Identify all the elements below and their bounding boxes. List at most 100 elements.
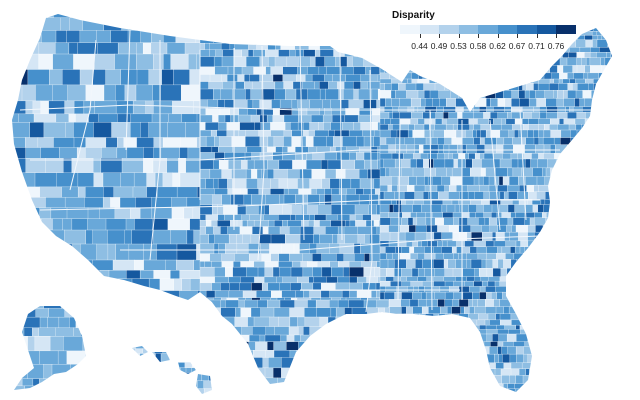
county-cell[interactable] [426, 72, 434, 80]
county-cell[interactable] [16, 42, 40, 55]
county-cell[interactable] [492, 231, 497, 242]
county-cell[interactable] [609, 19, 622, 27]
county-cell[interactable] [22, 172, 36, 188]
county-cell[interactable] [384, 65, 397, 74]
county-cell[interactable] [334, 33, 345, 44]
county-cell[interactable] [458, 90, 471, 99]
county-cell[interactable] [393, 362, 404, 370]
county-cell[interactable] [275, 33, 291, 44]
county-cell[interactable] [586, 333, 594, 342]
county-cell[interactable] [228, 290, 244, 299]
county-cell[interactable] [224, 214, 234, 221]
county-cell[interactable] [397, 324, 404, 330]
county-cell[interactable] [608, 324, 613, 330]
county-cell[interactable] [278, 49, 290, 57]
county-cell[interactable] [244, 299, 258, 309]
county-cell[interactable] [497, 341, 504, 347]
county-cell[interactable] [272, 367, 282, 379]
county-cell[interactable] [434, 291, 446, 300]
county-cell[interactable] [267, 282, 280, 291]
county-cell[interactable] [8, 53, 19, 70]
county-cell[interactable] [51, 364, 72, 380]
county-cell[interactable] [379, 324, 392, 330]
county-cell[interactable] [610, 90, 617, 99]
county-cell[interactable] [448, 333, 460, 342]
county-cell[interactable] [289, 33, 304, 44]
county-cell[interactable] [592, 39, 598, 48]
county-cell[interactable] [358, 194, 370, 206]
county-cell[interactable] [214, 290, 230, 299]
county-cell[interactable] [411, 324, 423, 330]
county-cell[interactable] [277, 16, 286, 23]
county-cell[interactable] [497, 65, 505, 74]
county-cell[interactable] [402, 362, 407, 370]
county-cell[interactable] [231, 377, 239, 388]
county-cell[interactable] [214, 397, 223, 400]
county-cell[interactable] [55, 327, 74, 337]
county-cell[interactable] [205, 136, 215, 148]
county-cell[interactable] [105, 137, 118, 148]
county-cell[interactable] [290, 282, 302, 291]
county-cell[interactable] [578, 19, 590, 27]
county-cell[interactable] [274, 326, 290, 336]
county-cell[interactable] [472, 299, 479, 308]
county-cell[interactable] [594, 268, 602, 278]
county-cell[interactable] [363, 136, 375, 148]
county-cell[interactable] [497, 83, 505, 91]
county-cell[interactable] [413, 375, 420, 384]
county-cell[interactable] [48, 100, 65, 115]
county-cell[interactable] [617, 124, 629, 130]
county-cell[interactable] [399, 118, 411, 125]
county-cell[interactable] [596, 199, 603, 205]
county-cell[interactable] [468, 118, 478, 125]
county-cell[interactable] [536, 98, 547, 108]
county-cell[interactable] [555, 329, 567, 335]
county-cell[interactable] [600, 362, 608, 370]
county-cell[interactable] [342, 22, 353, 34]
county-cell[interactable] [497, 224, 507, 233]
county-cell[interactable] [485, 259, 494, 269]
county-cell[interactable] [417, 299, 427, 308]
county-cell[interactable] [390, 90, 396, 99]
county-cell[interactable] [344, 49, 355, 57]
county-cell[interactable] [556, 217, 569, 226]
county-cell[interactable] [189, 353, 200, 363]
county-cell[interactable] [340, 341, 354, 351]
county-cell[interactable] [446, 204, 456, 213]
county-cell[interactable] [8, 229, 24, 245]
county-cell[interactable] [412, 129, 425, 138]
county-cell[interactable] [614, 26, 618, 31]
county-cell[interactable] [107, 243, 116, 261]
county-cell[interactable] [339, 357, 350, 369]
county-cell[interactable] [543, 383, 551, 390]
county-cell[interactable] [198, 348, 210, 354]
county-cell[interactable] [497, 329, 509, 335]
county-cell[interactable] [531, 111, 541, 119]
county-cell[interactable] [32, 100, 42, 115]
county-cell[interactable] [425, 313, 435, 321]
county-cell[interactable] [417, 268, 425, 278]
county-cell[interactable] [379, 246, 386, 254]
county-cell[interactable] [258, 234, 272, 244]
county-cell[interactable] [335, 367, 342, 379]
county-cell[interactable] [510, 362, 523, 370]
county-cell[interactable] [569, 240, 580, 248]
county-cell[interactable] [619, 292, 631, 299]
county-cell[interactable] [498, 353, 503, 364]
county-cell[interactable] [169, 348, 180, 354]
county-cell[interactable] [522, 306, 533, 315]
county-cell[interactable] [531, 346, 537, 355]
county-cell[interactable] [65, 122, 74, 138]
county-cell[interactable] [516, 333, 528, 342]
county-cell[interactable] [574, 346, 580, 355]
county-cell[interactable] [307, 261, 318, 268]
county-cell[interactable] [536, 329, 545, 335]
county-cell[interactable] [561, 313, 571, 321]
county-cell[interactable] [213, 33, 227, 44]
county-cell[interactable] [535, 268, 541, 278]
county-cell[interactable] [20, 186, 41, 198]
county-cell[interactable] [473, 111, 484, 119]
county-cell[interactable] [267, 43, 276, 51]
county-cell[interactable] [213, 367, 230, 379]
county-cell[interactable] [242, 33, 248, 44]
